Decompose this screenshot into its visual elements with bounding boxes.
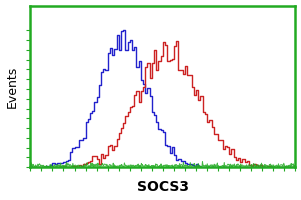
Y-axis label: Events: Events <box>5 65 19 108</box>
X-axis label: SOCS3: SOCS3 <box>137 180 189 194</box>
